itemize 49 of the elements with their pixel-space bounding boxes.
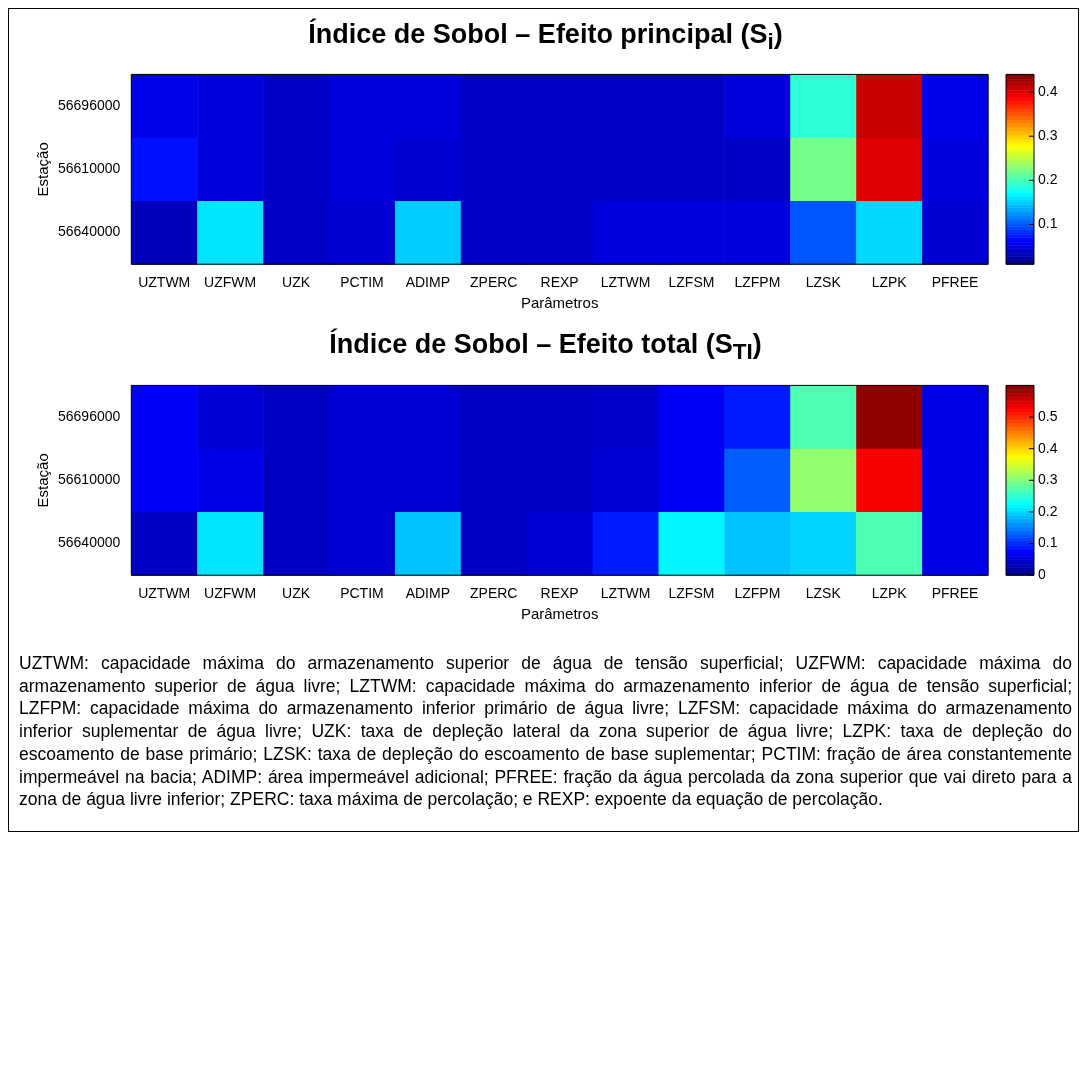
color-bar-label: 0.1 [1038,534,1058,551]
x-tick-label: REXP [540,585,579,602]
x-tick-label: LZFPM [734,274,781,291]
x-tick-label: UZK [282,585,311,602]
x-tick-label: LZFSM [668,585,715,602]
x-tick-label: ZPERC [470,274,518,291]
chart-title: Índice de Sobol – Efeito principal (S$_{i}$) [307,19,784,56]
chart-title: Índice de Sobol – Efeito total (S$_{TI}$) [328,329,763,366]
x-tick-label: LZTWM [600,274,651,291]
x-tick-label: LZPK [871,585,908,602]
x-tick-label: LZSK [805,274,842,291]
x-axis-title: Parâmetros [520,294,599,312]
y-axis-title: Estação [34,452,52,508]
x-tick-label: PCTIM [340,585,384,602]
x-tick-label: REXP [540,274,579,291]
x-tick-label: PCTIM [340,274,384,291]
y-tick-label: 56610000 [57,160,121,177]
color-bar-label: 0.4 [1038,83,1058,100]
color-bar-label: 0.4 [1038,439,1058,456]
x-tick-label: UZFWM [204,274,257,291]
y-tick-label: 56640000 [57,223,121,240]
color-bar-label: 0.2 [1038,171,1058,188]
x-tick-label: UZTWM [138,585,191,602]
x-tick-label: UZK [282,274,311,291]
color-bar-label: 0.2 [1038,502,1058,519]
x-tick-label: LZSK [805,585,842,602]
color-bar-label: 0.1 [1038,215,1058,232]
x-tick-label: LZTWM [600,585,651,602]
x-tick-label: LZFSM [668,274,715,291]
x-tick-label: LZFPM [734,585,781,602]
x-tick-label: ADIMP [405,585,451,602]
color-bar-label: 0 [1038,565,1046,582]
y-axis-title: Estação [34,142,52,197]
x-tick-label: PFREE [931,585,979,602]
y-tick-label: 56696000 [57,97,121,114]
y-tick-label: 56610000 [57,470,121,487]
x-tick-label: LZPK [871,274,908,291]
x-tick-label: UZTWM [138,274,191,291]
y-tick-label: 56696000 [57,407,121,424]
x-tick-label: UZFWM [204,585,257,602]
color-bar-label: 0.3 [1038,127,1058,144]
x-tick-label: PFREE [931,274,979,291]
color-bar-label: 0.3 [1038,470,1058,487]
x-tick-label: ZPERC [470,585,518,602]
y-tick-label: 56640000 [57,534,121,551]
x-axis-title: Parâmetros [520,604,599,622]
color-bar-label: 0.5 [1038,407,1058,424]
text: UZTWM: capacidade máxima do armazenamento superior de água de tensão superficial; UZFWM: capacidade máxima do armazenamento superior de água livre; LZTWM: capacidade máxima do armazenamento inferior de água de tensão superficial; LZFPM: capacidade máxima do armazenamento inferior primário de água livre; LZFSM: capacidade máxima do armazenamento inferior suplementar de água livre; UZK: taxa de depleção lateral da zona superior de água livre; LZPK: taxa de depleção do escoamento de base primário; LZSK: taxa de depleção do escoamento de base suplementar; PCTIM: fração de área constantemente impermeável na bacia; ADIMP: área impermeável adicional; PFREE: fração da água percolada da zona superior que vai direto para a zona de água livre inferior; ZPERC: taxa máxima de percolação; e REXP: expoente da equação de percolação. [19,651,1072,812]
x-tick-label: ADIMP [405,274,451,291]
